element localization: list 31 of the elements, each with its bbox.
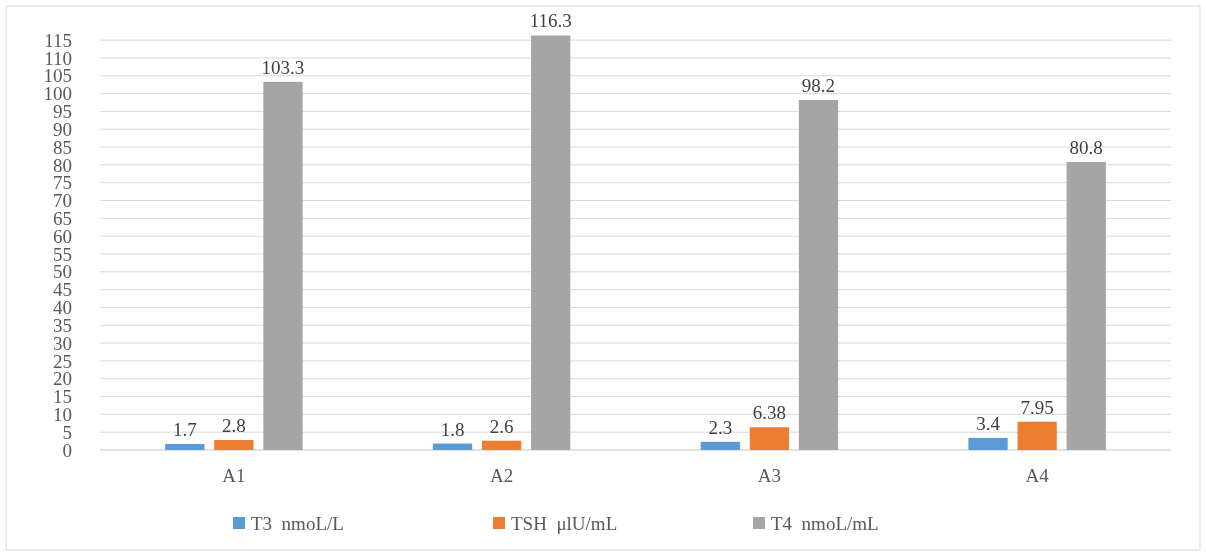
bar — [1066, 162, 1106, 450]
data-label: 2.6 — [489, 415, 514, 437]
data-label: 3.4 — [976, 412, 1001, 434]
bar — [700, 441, 740, 450]
data-label: 98.2 — [801, 75, 836, 97]
data-label: 116.3 — [529, 10, 572, 32]
x-tick-label: A3 — [757, 465, 781, 486]
data-label: 103.3 — [261, 56, 305, 78]
legend-label: TSH μlU/mL — [511, 512, 618, 534]
data-label: 80.8 — [1069, 137, 1103, 159]
data-label: 1.8 — [440, 418, 465, 440]
bar — [968, 437, 1008, 450]
legend-label: T4 nmoL/mL — [771, 512, 879, 534]
legend-label: T3 nmoL/L — [251, 512, 344, 534]
bar — [432, 443, 473, 450]
bar — [263, 81, 303, 450]
bar — [165, 443, 205, 450]
bar — [481, 440, 522, 450]
bar — [531, 35, 571, 450]
x-tick-label: A2 — [490, 465, 514, 486]
data-label: 7.95 — [1020, 396, 1054, 418]
bar — [1017, 421, 1057, 450]
bar — [798, 100, 839, 450]
x-tick-label: A4 — [1025, 465, 1050, 486]
bar — [749, 427, 790, 450]
data-label: 2.8 — [222, 415, 246, 437]
data-label: 2.3 — [708, 416, 733, 438]
bar — [214, 440, 254, 450]
data-label: 6.38 — [752, 402, 786, 424]
data-label: 1.7 — [172, 418, 197, 440]
x-tick-label: A1 — [222, 465, 246, 486]
